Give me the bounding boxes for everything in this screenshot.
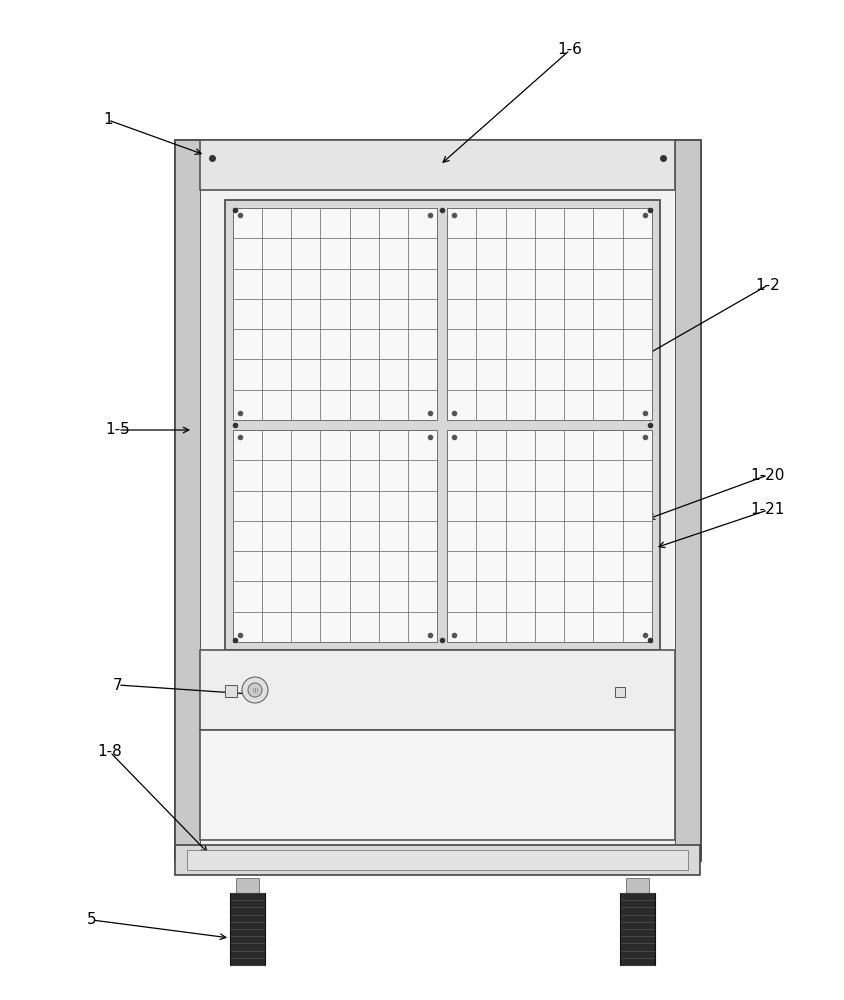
Bar xyxy=(187,850,688,870)
Bar xyxy=(230,893,265,965)
Text: 7: 7 xyxy=(113,678,123,692)
Bar xyxy=(447,430,652,642)
Text: 1-20: 1-20 xyxy=(751,468,785,483)
Bar xyxy=(236,878,259,893)
Bar xyxy=(615,687,625,697)
Text: 1: 1 xyxy=(103,112,113,127)
Bar xyxy=(200,140,675,190)
Bar xyxy=(175,845,700,875)
Text: 1-6: 1-6 xyxy=(558,42,582,57)
Text: 1-21: 1-21 xyxy=(751,502,785,518)
Bar xyxy=(675,140,700,860)
Bar xyxy=(175,140,200,860)
Bar xyxy=(200,650,675,730)
Bar xyxy=(233,430,437,642)
Bar xyxy=(620,893,655,965)
Circle shape xyxy=(248,683,262,697)
Bar xyxy=(225,685,237,697)
Text: 1-8: 1-8 xyxy=(98,744,122,760)
Bar xyxy=(200,730,675,840)
Text: 1-5: 1-5 xyxy=(106,422,130,438)
Bar xyxy=(233,208,437,420)
Circle shape xyxy=(242,677,268,703)
Bar xyxy=(175,140,700,860)
Bar xyxy=(225,200,660,650)
Bar xyxy=(626,878,649,893)
Text: 5: 5 xyxy=(87,912,97,928)
Text: 1-2: 1-2 xyxy=(755,277,781,292)
Bar xyxy=(447,208,652,420)
